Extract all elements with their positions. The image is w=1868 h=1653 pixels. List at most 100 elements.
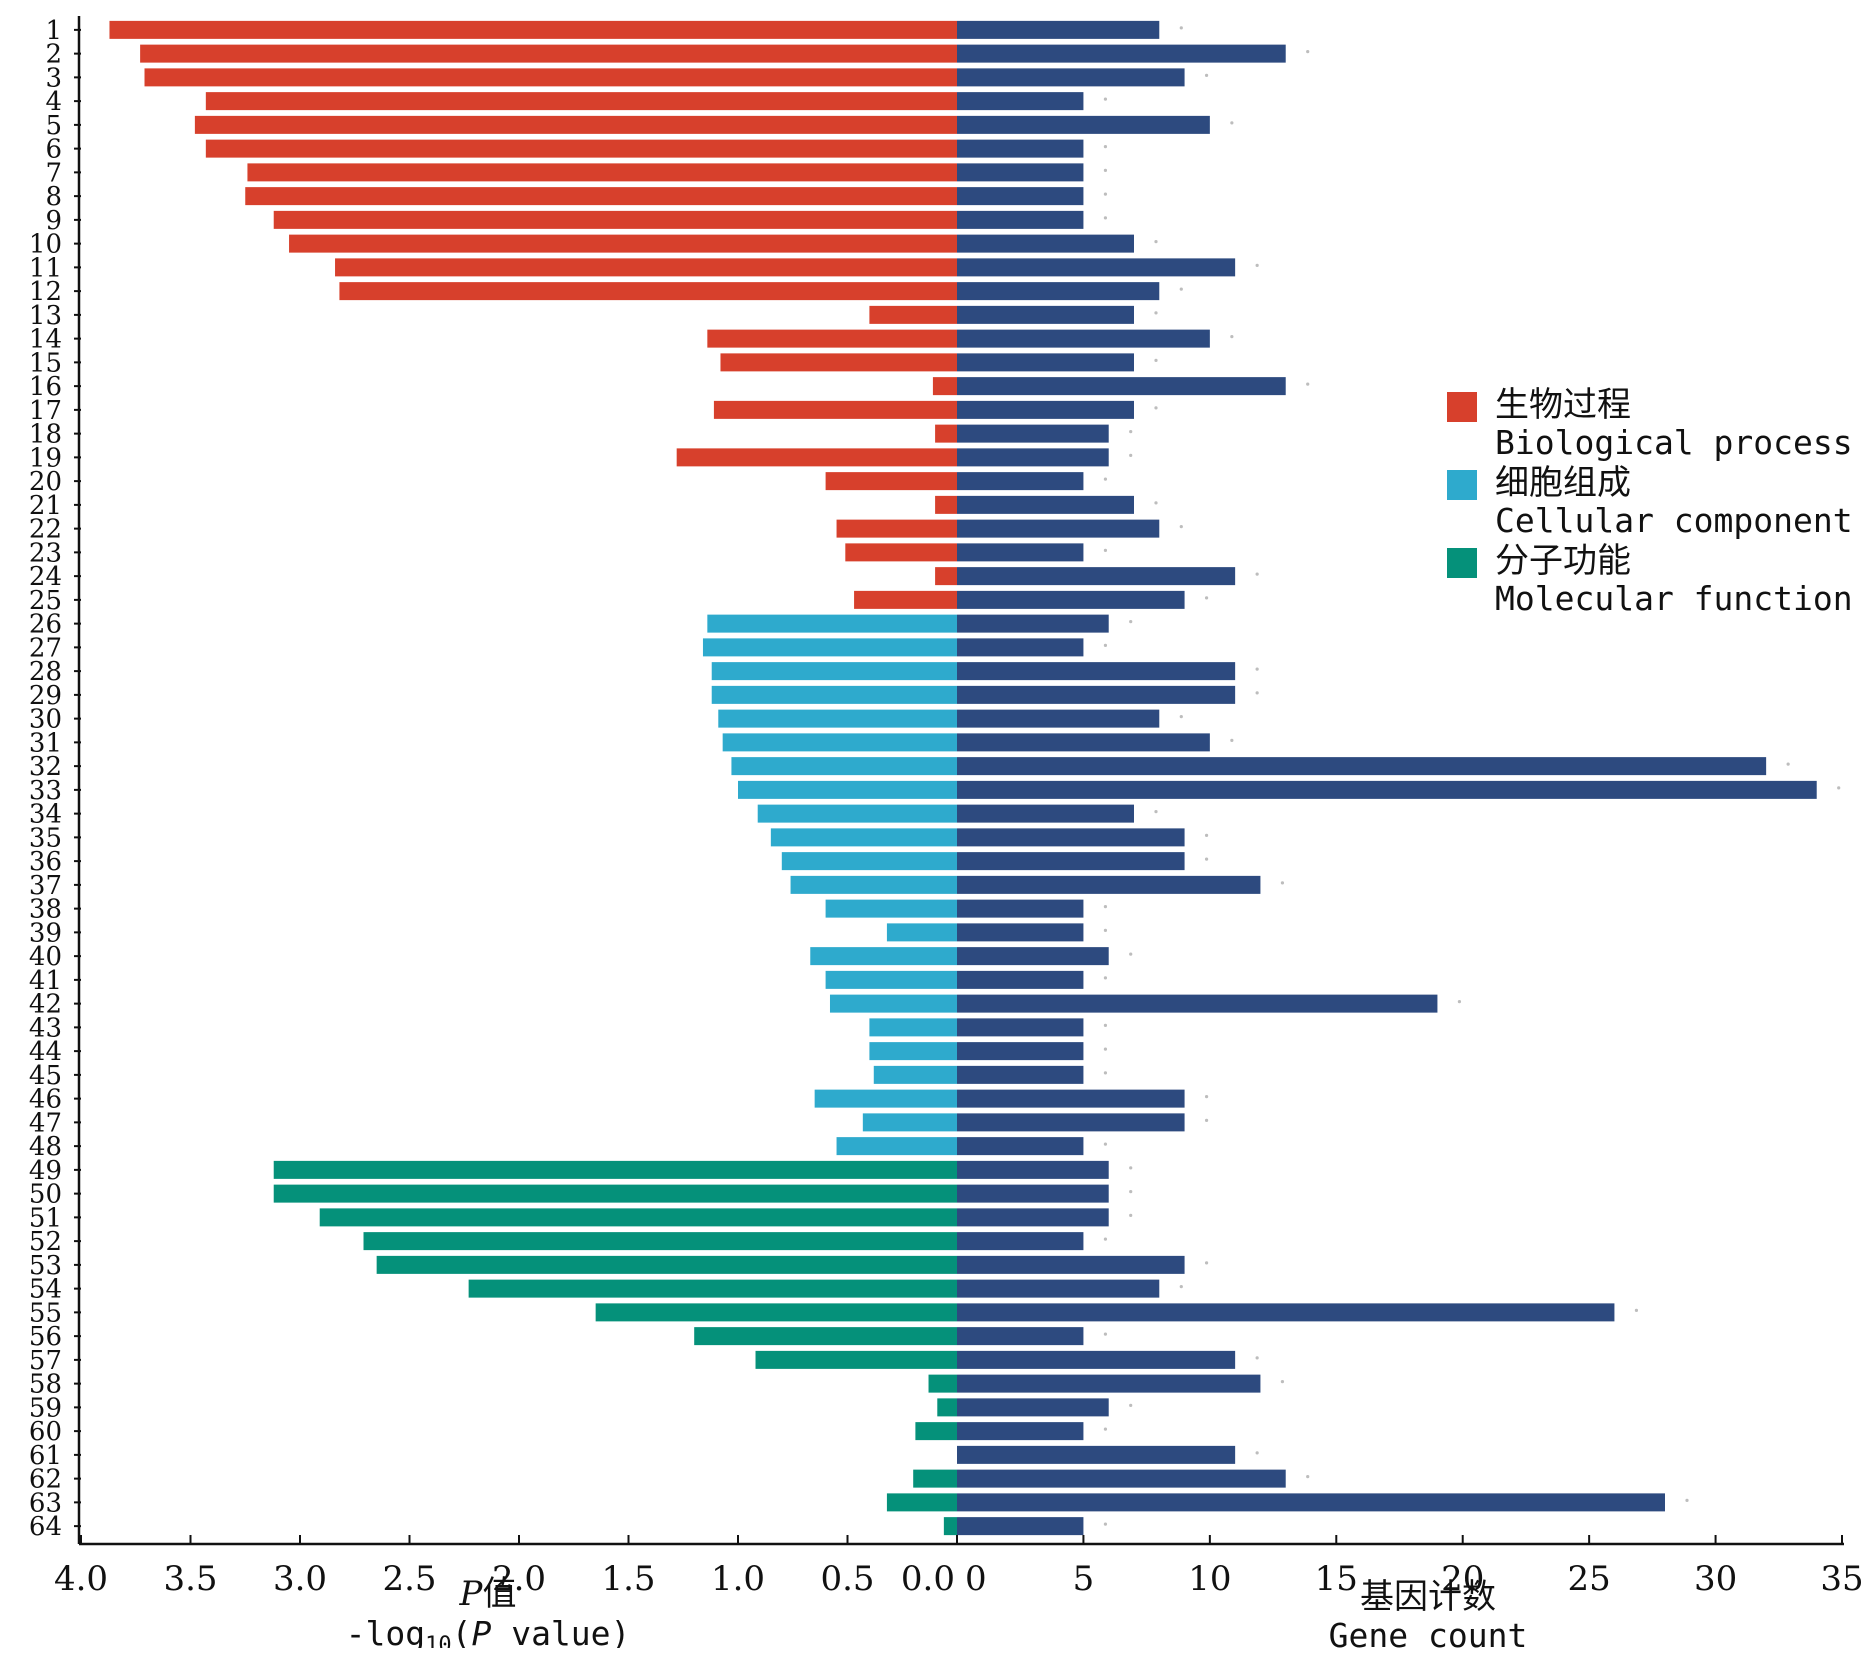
y-tick-label-19: 19 xyxy=(29,443,62,473)
left-x-tick-label-1.0: 1.0 xyxy=(711,1559,765,1599)
left-axis-subtitle: -log10(P value) xyxy=(346,1614,631,1648)
gene-count-marker-22 xyxy=(1179,525,1183,529)
gene-count-marker-46 xyxy=(1204,1095,1209,1099)
gene-count-bar-26 xyxy=(957,614,1109,633)
y-tick-label-34: 34 xyxy=(29,800,62,830)
legend-label-zh-cell: 细胞组成 xyxy=(1495,463,1631,503)
pvalue-bar-13 xyxy=(869,305,957,324)
gene-count-bar-5 xyxy=(957,115,1210,134)
gene-count-bar-15 xyxy=(957,353,1134,372)
pvalue-bar-51 xyxy=(319,1208,958,1227)
gene-count-marker-52 xyxy=(1103,1237,1108,1241)
gene-count-bar-60 xyxy=(957,1422,1084,1441)
right-axis-subtitle: Gene count xyxy=(1329,1616,1528,1648)
y-tick-label-39: 39 xyxy=(29,918,62,948)
pvalue-bar-53 xyxy=(376,1255,957,1274)
gene-count-marker-17 xyxy=(1154,406,1158,410)
pvalue-bar-21 xyxy=(935,495,957,514)
y-tick-label-1: 1 xyxy=(45,16,62,46)
pvalue-bar-63 xyxy=(886,1493,957,1512)
gene-count-marker-58 xyxy=(1280,1380,1285,1384)
gene-count-bar-16 xyxy=(957,377,1286,396)
pvalue-bar-26 xyxy=(707,614,957,633)
pvalue-bar-42 xyxy=(829,994,957,1013)
y-tick-label-20: 20 xyxy=(29,467,62,497)
gene-count-marker-15 xyxy=(1154,358,1158,362)
y-tick-label-51: 51 xyxy=(29,1203,62,1233)
pvalue-bar-31 xyxy=(722,733,957,752)
y-tick-label-55: 55 xyxy=(29,1298,62,1328)
legend-label-en-cell: Cellular component xyxy=(1495,501,1853,540)
right-x-tick-label-30: 30 xyxy=(1694,1559,1737,1599)
y-tick-label-24: 24 xyxy=(29,562,62,592)
gene-count-marker-59 xyxy=(1129,1403,1133,1407)
gene-count-marker-12 xyxy=(1179,287,1183,291)
y-tick-label-2: 2 xyxy=(45,40,62,70)
pvalue-bar-49 xyxy=(273,1160,958,1179)
gene-count-bar-40 xyxy=(957,947,1109,966)
gene-count-bar-18 xyxy=(957,424,1109,443)
gene-count-marker-44 xyxy=(1103,1047,1108,1051)
gene-count-marker-63 xyxy=(1685,1498,1689,1502)
gene-count-bar-34 xyxy=(957,804,1134,823)
pvalue-bar-19 xyxy=(676,448,957,467)
gene-count-marker-39 xyxy=(1103,928,1108,932)
pvalue-bar-48 xyxy=(836,1137,957,1156)
pvalue-bar-44 xyxy=(869,1042,957,1061)
y-tick-label-32: 32 xyxy=(29,752,62,782)
pvalue-bar-22 xyxy=(836,519,957,538)
pvalue-bar-3 xyxy=(144,68,957,87)
gene-count-bar-43 xyxy=(957,1018,1084,1037)
y-tick-label-12: 12 xyxy=(29,277,62,307)
left-axis-subtitle-sub: 10 xyxy=(425,1633,452,1648)
gene-count-marker-53 xyxy=(1204,1261,1209,1265)
y-tick-label-14: 14 xyxy=(29,325,62,355)
y-tick-label-35: 35 xyxy=(29,823,62,853)
gene-count-marker-20 xyxy=(1103,477,1108,481)
y-tick-label-30: 30 xyxy=(29,705,62,735)
y-tick-label-42: 42 xyxy=(29,990,62,1020)
gene-count-bar-55 xyxy=(957,1303,1615,1322)
pvalue-bar-56 xyxy=(694,1327,957,1346)
gene-count-marker-16 xyxy=(1306,382,1310,386)
pvalue-bar-16 xyxy=(932,377,957,396)
y-tick-label-50: 50 xyxy=(29,1180,62,1210)
y-tick-label-36: 36 xyxy=(29,847,62,877)
y-tick-label-61: 61 xyxy=(29,1441,62,1471)
gene-count-bar-14 xyxy=(957,329,1210,348)
pvalue-bar-9 xyxy=(273,210,958,229)
gene-count-bar-10 xyxy=(957,234,1134,253)
gene-count-marker-61 xyxy=(1255,1451,1259,1455)
y-tick-label-40: 40 xyxy=(29,942,62,972)
gene-count-marker-11 xyxy=(1255,263,1259,267)
gene-count-marker-13 xyxy=(1154,311,1158,315)
gene-count-bar-59 xyxy=(957,1398,1109,1417)
pvalue-bar-39 xyxy=(886,923,957,942)
y-tick-label-7: 7 xyxy=(45,158,62,188)
pvalue-bar-54 xyxy=(468,1279,957,1298)
legend-label-zh-bio: 生物过程 xyxy=(1495,385,1631,425)
pvalue-bar-17 xyxy=(713,400,957,419)
y-tick-label-38: 38 xyxy=(29,895,62,925)
gene-count-bar-27 xyxy=(957,638,1084,657)
pvalue-bar-35 xyxy=(770,828,957,847)
gene-count-bar-47 xyxy=(957,1113,1185,1132)
y-tick-label-37: 37 xyxy=(29,871,62,901)
pvalue-bar-34 xyxy=(757,804,957,823)
pvalue-bar-64 xyxy=(943,1517,957,1536)
gene-count-marker-25 xyxy=(1204,596,1209,600)
y-tick-label-62: 62 xyxy=(29,1465,62,1495)
gene-count-marker-1 xyxy=(1179,26,1183,30)
right-x-tick-label-25: 25 xyxy=(1568,1559,1611,1599)
pvalue-bar-40 xyxy=(810,947,957,966)
left-axis-subtitle-paren: ( xyxy=(452,1614,472,1648)
y-tick-label-49: 49 xyxy=(29,1156,62,1186)
gene-count-marker-48 xyxy=(1103,1142,1108,1146)
pvalue-bar-45 xyxy=(873,1065,957,1084)
y-tick-label-25: 25 xyxy=(29,586,62,616)
gene-count-marker-24 xyxy=(1255,572,1259,576)
gene-count-bar-20 xyxy=(957,472,1084,491)
gene-count-bar-29 xyxy=(957,685,1236,704)
y-tick-label-56: 56 xyxy=(29,1322,62,1352)
gene-count-marker-43 xyxy=(1103,1023,1108,1027)
